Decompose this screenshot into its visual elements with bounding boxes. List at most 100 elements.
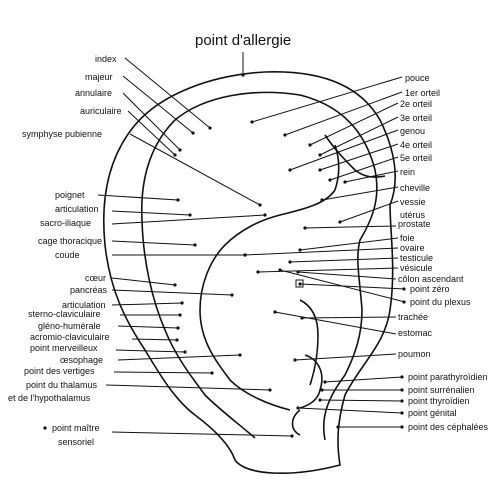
right-point-23: [320, 388, 324, 392]
left-point-11: [230, 293, 234, 297]
right-leader-24: [319, 399, 403, 402]
left-point-5: [176, 198, 180, 202]
right-label-2: 2e orteil: [400, 99, 432, 109]
left-point-17: [238, 353, 242, 357]
right-label-4: genou: [400, 126, 425, 136]
right-leader-8: [321, 186, 399, 201]
right-leader-18: [279, 269, 406, 303]
right-leader-22: [324, 376, 403, 383]
right-leader-2: [309, 102, 399, 146]
right-leader-4: [289, 129, 399, 171]
right-bullet-17: [402, 287, 406, 291]
right-leader-25: [297, 407, 403, 414]
left-point-10: [173, 283, 177, 287]
right-label-15: vésicule: [400, 263, 433, 273]
right-point-3: [318, 153, 322, 157]
right-label-13: ovaire: [400, 243, 425, 253]
right-label-26: point des céphalées: [408, 422, 489, 432]
right-point-20: [273, 310, 277, 314]
right-point-5: [318, 168, 322, 172]
right-point-15: [256, 270, 260, 274]
right-leader-11: [304, 225, 397, 229]
left-label-3: auriculaire: [80, 106, 122, 116]
left-point-15: [175, 338, 179, 342]
concha-rim: [299, 299, 319, 386]
right-point-6: [328, 178, 332, 182]
left-point-6: [188, 213, 192, 217]
right-leader-0: [251, 76, 403, 123]
right-bullet-18: [402, 300, 406, 304]
right-point-8: [320, 198, 324, 202]
right-label-8: cheville: [400, 183, 430, 193]
right-leader-19: [301, 316, 397, 319]
left-leader-16: [115, 349, 186, 353]
right-point-18: [278, 268, 282, 272]
left-leader-7: [111, 214, 266, 225]
right-point-26: [336, 425, 340, 429]
right-leader-9: [339, 200, 399, 223]
right-leader-20: [274, 311, 397, 335]
right-leader-12: [299, 237, 399, 251]
right-label-14: testicule: [400, 253, 433, 263]
right-label-5: 4e orteil: [400, 140, 432, 150]
left-label-4: symphyse pubienne: [22, 129, 102, 139]
left-label-9: coude: [55, 250, 80, 260]
left-label-6: articulation: [55, 204, 99, 214]
right-bullet-22: [400, 375, 404, 379]
right-label-6: 5e orteil: [400, 153, 432, 163]
right-leader-13: [244, 247, 399, 256]
left-label-2: annulaire: [75, 88, 112, 98]
right-point-17: [298, 282, 302, 286]
left-point-12: [180, 301, 184, 305]
right-label-24: point thyroïdien: [408, 396, 470, 406]
left-label-1: majeur: [85, 72, 113, 82]
right-bullet-26: [400, 425, 404, 429]
right-leader-14: [289, 257, 399, 263]
left-label-20: et de l'hypothalamus: [8, 393, 91, 403]
left-label-18: point des vertiges: [24, 366, 95, 376]
left-label-11: pancréas: [70, 285, 108, 295]
left-point-0: [208, 126, 212, 130]
left-label-13: sterno-claviculaire: [28, 309, 101, 319]
leader-lines: [97, 57, 406, 437]
left-leader-6: [111, 210, 191, 216]
tragus: [299, 354, 323, 409]
left-leader-4: [129, 133, 261, 206]
left-leader-5: [97, 194, 179, 201]
left-leader-8: [111, 240, 196, 246]
left-label-15: acromio-claviculaire: [30, 332, 110, 342]
left-label-14: gléno-humérale: [38, 321, 101, 331]
right-label-20: estomac: [398, 328, 433, 338]
left-point-7: [263, 213, 267, 217]
point-zero-marker: [295, 279, 304, 288]
right-point-25: [296, 406, 300, 410]
left-bullet-21: [43, 426, 47, 430]
right-label-10: utérus: [400, 210, 426, 220]
right-label-19: trachée: [398, 312, 428, 322]
right-label-17: point zéro: [410, 284, 450, 294]
right-point-11: [303, 226, 307, 230]
left-point-16: [183, 350, 187, 354]
left-point-13: [178, 313, 182, 317]
left-leader-3: [127, 110, 176, 156]
left-leader-11: [111, 289, 233, 296]
right-point-13: [243, 253, 247, 257]
right-bullet-24: [400, 399, 404, 403]
left-point-4: [258, 203, 262, 207]
left-leader-18: [113, 371, 213, 374]
ear-outline: [102, 71, 396, 474]
left-label-8: cage thoracique: [38, 236, 102, 246]
right-label-7: rein: [400, 167, 415, 177]
antihelix: [199, 144, 340, 411]
left-point-1: [191, 131, 195, 135]
right-point-4: [288, 168, 292, 172]
right-leader-6: [329, 156, 399, 181]
ear-helix-outer: [102, 71, 396, 474]
left-point-18: [210, 371, 214, 375]
right-point-1: [283, 133, 287, 137]
left-leader-21: [111, 431, 293, 437]
right-bullet-25: [400, 411, 404, 415]
left-label-5: poignet: [55, 190, 85, 200]
